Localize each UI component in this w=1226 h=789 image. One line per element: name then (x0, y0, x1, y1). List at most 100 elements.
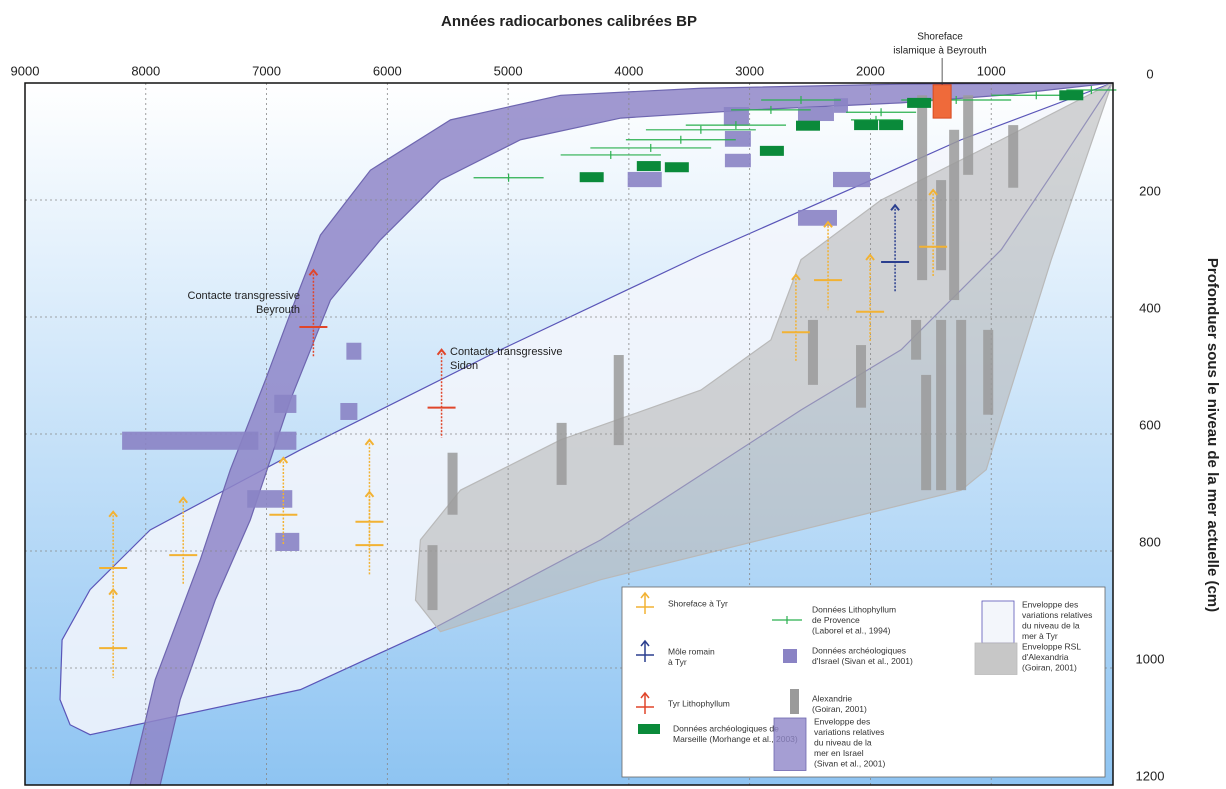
legend-symbol (773, 717, 807, 771)
data-rect (879, 120, 904, 131)
range-bar (956, 319, 967, 491)
annotation-text: Shoreface (917, 32, 963, 43)
data-rect (579, 172, 604, 183)
x-tick-label: 7000 (252, 63, 281, 78)
range-bar (936, 180, 947, 271)
x-tick-label: 4000 (614, 63, 643, 78)
legend-box (621, 586, 1106, 778)
legend-label: Données archéologiques de (673, 723, 779, 733)
legend-label: Enveloppe des (814, 716, 870, 726)
arrow-head (308, 268, 319, 276)
legend-symbol (783, 649, 797, 663)
data-box (122, 431, 259, 450)
data-box (340, 402, 358, 420)
x-axis-title: Années radiocarbones calibrées BP (441, 13, 697, 30)
data-rect (1059, 90, 1084, 101)
arrow-head (108, 588, 118, 596)
range-bar (856, 345, 867, 408)
y-tick-label: 0 (1146, 66, 1153, 81)
annotation-box (932, 84, 952, 119)
x-tick-label: 1000 (977, 63, 1006, 78)
x-tick-label: 8000 (131, 63, 160, 78)
data-box (724, 130, 751, 147)
annotation-text: Contacte transgressive (450, 346, 563, 358)
legend-label: de Provence (812, 615, 860, 625)
arrow-head (791, 273, 801, 281)
arrow-head (364, 438, 375, 446)
legend-label: Données Lithophyllum (812, 604, 896, 614)
legend-label: variations relatives (814, 727, 884, 737)
legend-label: Enveloppe RSL (1022, 641, 1081, 651)
legend-label: Enveloppe des (1022, 599, 1078, 609)
legend-symbol (640, 691, 650, 699)
data-box (797, 106, 834, 122)
y-tick-label: 200 (1139, 183, 1161, 198)
legend-label: du niveau de la (814, 737, 872, 747)
legend-label: Shoreface à Tyr (668, 598, 728, 608)
range-bar (911, 319, 922, 360)
data-rect (759, 145, 784, 156)
legend-label: mer en Israel (814, 748, 864, 758)
data-rect (636, 161, 661, 172)
legend-label: (Sivan et al., 2001) (814, 758, 886, 768)
annotation-text: Contacte transgressive (188, 290, 301, 302)
legend-symbol (640, 591, 650, 599)
data-rect (907, 97, 932, 108)
arrow-head (436, 348, 447, 356)
arrow-head (278, 456, 289, 464)
legend-label: mer à Tyr (1022, 631, 1058, 641)
x-tick-label: 3000 (735, 63, 764, 78)
legend-label: Tyr Lithophyllum (668, 698, 730, 708)
y-tick-label: 400 (1139, 300, 1161, 315)
legend-label: (Goiran, 2001) (1022, 662, 1077, 672)
legend-label: Marseille (Morhange et al., 2003) (673, 734, 798, 744)
arrow-head (823, 220, 833, 228)
data-rect (664, 162, 689, 173)
data-rect (854, 120, 879, 131)
range-bar (917, 95, 928, 281)
data-box (247, 490, 293, 508)
annotations: Shoreface islamique à Beyrouth Contacte tr… (188, 32, 987, 372)
data-box (797, 209, 837, 226)
data-box (833, 171, 871, 188)
y-tick-label: 1000 (1136, 651, 1165, 666)
x-tick-label: 2000 (856, 63, 885, 78)
legend-label: (Laborel et al., 1994) (812, 625, 891, 635)
marks (99, 86, 1117, 679)
data-box (274, 431, 297, 450)
legend-label: Données archéologiques (812, 645, 906, 655)
x-tick-label: 5000 (494, 63, 523, 78)
legend-symbol (981, 600, 1015, 644)
data-box (724, 153, 751, 168)
legend-symbol (790, 689, 799, 714)
y-axis-title: Profonduer sous le niveau de la mer actu… (1204, 258, 1221, 612)
data-box (346, 342, 362, 360)
y-tick-label: 800 (1139, 534, 1161, 549)
arrow-head (928, 188, 938, 196)
legend-label: d'Israel (Sivan et al., 2001) (812, 656, 913, 666)
legend-label: Alexandrie (812, 693, 852, 703)
arrow-head (108, 510, 118, 518)
range-bar (447, 452, 458, 515)
range-bar (963, 95, 974, 175)
data-rect (796, 120, 821, 131)
annotation-text: Beyrouth (256, 304, 300, 316)
range-bar (427, 545, 438, 611)
range-bar (807, 319, 818, 385)
legend-label: Môle romain (668, 646, 715, 656)
data-box (275, 532, 300, 551)
range-bar (936, 319, 947, 491)
legend-label: d'Alexandria (1022, 652, 1069, 662)
legend-label: (Goiran, 2001) (812, 704, 867, 714)
x-tick-label: 9000 (11, 63, 40, 78)
y-tick-label: 600 (1139, 417, 1161, 432)
range-bar (1008, 125, 1019, 188)
range-bar (921, 374, 932, 491)
legend-label: à Tyr (668, 657, 687, 667)
legend-symbol (640, 639, 650, 647)
data-box (274, 394, 297, 413)
data-box (833, 98, 848, 113)
data-box (723, 106, 749, 126)
y-tick-label: 1200 (1136, 768, 1165, 783)
